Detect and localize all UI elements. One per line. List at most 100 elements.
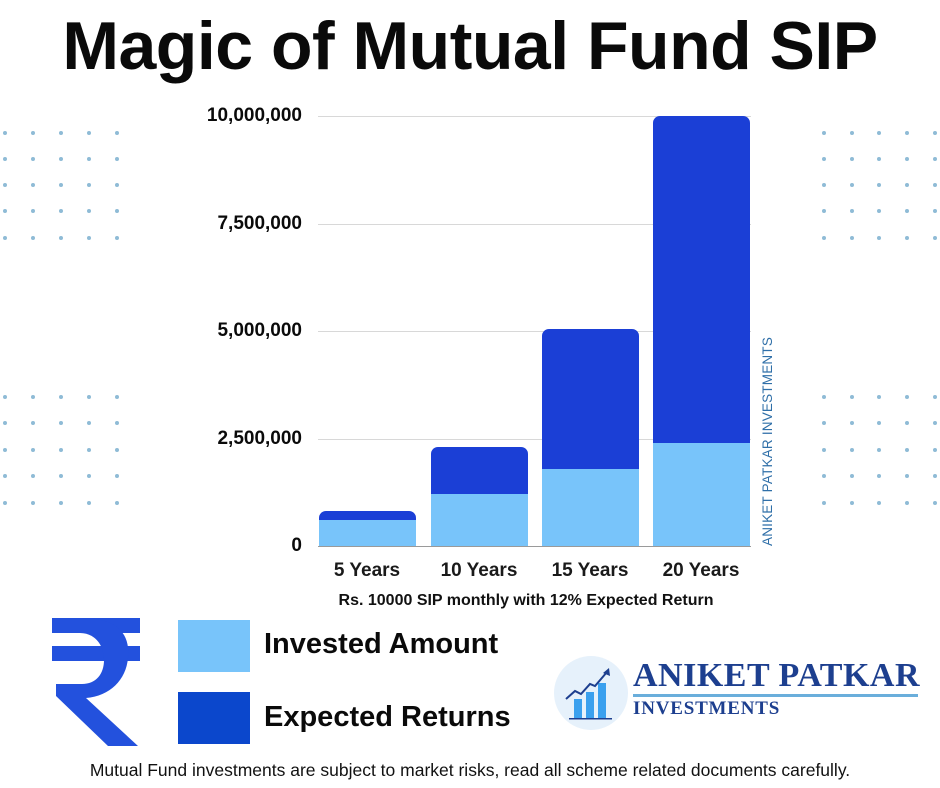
decorative-dot [87,236,91,240]
decorative-dot [3,501,7,505]
gridline [318,224,751,225]
decorative-dot [822,183,826,187]
decorative-dot [3,448,7,452]
decorative-dot [59,501,63,505]
decorative-dot [115,236,119,240]
decorative-dot [822,395,826,399]
decorative-dot [31,236,35,240]
decorative-dot [31,183,35,187]
bar-10-years [431,447,528,546]
decorative-dot [59,395,63,399]
gridline [318,439,751,440]
decorative-dot [59,448,63,452]
decorative-dot [3,236,7,240]
decorative-dot [877,209,881,213]
y-tick-label: 5,000,000 [217,320,302,341]
decorative-dot [850,474,854,478]
gridline [318,116,751,117]
x-tick-label: 5 Years [333,560,401,581]
decorative-dot [822,421,826,425]
decorative-dot [31,421,35,425]
decorative-dot [877,157,881,161]
decorative-dot [905,501,909,505]
decorative-dot [850,131,854,135]
bar-segment-invested-amount [431,494,528,546]
decorative-dot [822,474,826,478]
bar-20-years [653,116,750,546]
decorative-dot [87,421,91,425]
decorative-dot [115,474,119,478]
decorative-dot [59,236,63,240]
bar-15-years [542,329,639,546]
decorative-dot [3,474,7,478]
decorative-dot [115,448,119,452]
decorative-dot [905,236,909,240]
disclaimer: Mutual Fund investments are subject to m… [89,760,851,780]
decorative-dot [3,157,7,161]
decorative-dot [87,209,91,213]
decorative-dot [933,209,937,213]
decorative-dot [933,474,937,478]
decorative-dot [905,474,909,478]
decorative-dot [822,236,826,240]
decorative-dot [59,183,63,187]
decorative-dot [822,157,826,161]
x-axis-line [318,546,751,547]
page-title: Magic of Mutual Fund SIP [62,8,878,84]
decorative-dot [87,157,91,161]
decorative-dot [933,421,937,425]
decorative-dot [933,448,937,452]
decorative-dot [115,501,119,505]
decorative-dot [31,474,35,478]
y-tick-label: 10,000,000 [206,105,302,126]
decorative-dot [877,183,881,187]
decorative-dot [59,474,63,478]
decorative-dot [87,474,91,478]
decorative-dot [933,501,937,505]
bar-segment-expected-returns [653,116,750,443]
decorative-dot [822,501,826,505]
decorative-dot [31,501,35,505]
watermark: ANIKET PATKAR INVESTMENTS [760,336,775,546]
decorative-dot [822,131,826,135]
decorative-dot [115,421,119,425]
decorative-dot [850,395,854,399]
decorative-dot [933,131,937,135]
decorative-dot [822,209,826,213]
x-tick-label: 10 Years [440,560,518,581]
decorative-dot [115,157,119,161]
decorative-dot [822,448,826,452]
decorative-dot [3,131,7,135]
decorative-dot [31,209,35,213]
decorative-dot [87,448,91,452]
decorative-dot [850,209,854,213]
decorative-dot [3,183,7,187]
y-tick-label: 2,500,000 [217,427,302,449]
decorative-dot [905,157,909,161]
decorative-dot [905,421,909,425]
decorative-dot [59,157,63,161]
decorative-dot [59,131,63,135]
decorative-dot [850,448,854,452]
decorative-dot [115,395,119,399]
y-tick-label: 7,500,000 [217,212,302,234]
brand-divider [633,694,918,697]
legend-label-returns: Expected Returns [264,701,511,733]
decorative-dot [877,131,881,135]
bar-5-years [319,510,416,546]
decorative-dot [31,448,35,452]
decorative-dot [59,421,63,425]
legend-swatch-invested [178,620,250,672]
decorative-dot [933,236,937,240]
decorative-dot [87,395,91,399]
x-tick-label: 15 Years [551,560,629,581]
decorative-dot [115,131,119,135]
decorative-dot [115,209,119,213]
decorative-dot [59,209,63,213]
rising-chart-icon [553,655,629,736]
decorative-dot [3,421,7,425]
decorative-dot [905,183,909,187]
decorative-dot [87,183,91,187]
decorative-dot [31,131,35,135]
decorative-dot [850,157,854,161]
